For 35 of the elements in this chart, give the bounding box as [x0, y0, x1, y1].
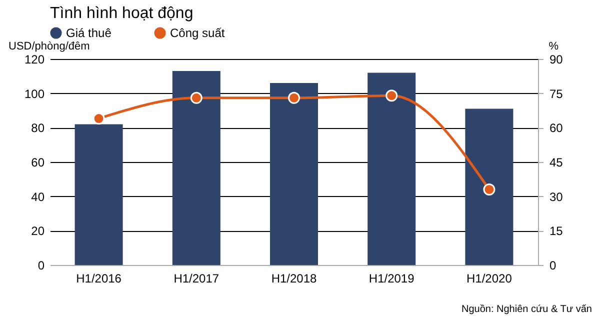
- bar: [465, 108, 514, 265]
- y2-axis-title: %: [548, 40, 559, 52]
- legend-label: Công suất: [170, 26, 226, 40]
- x-tick-label: H1/2020: [466, 272, 512, 286]
- x-tick-label: H1/2017: [174, 272, 220, 286]
- y2-tick-label: 45: [550, 156, 564, 170]
- y-tick-label: 20: [31, 224, 45, 238]
- chart-title: Tình hình hoạt động: [50, 5, 194, 22]
- bar: [74, 124, 123, 265]
- point: [288, 92, 300, 104]
- y2-tick-label: 0: [550, 258, 556, 272]
- y2-tick-label: 30: [550, 190, 564, 204]
- legend-label: Giá thuê: [66, 26, 112, 40]
- y2-tick-label: 75: [550, 86, 564, 101]
- y-tick-label: 80: [31, 121, 45, 136]
- point: [92, 112, 105, 124]
- y-tick-label: 0: [38, 258, 45, 272]
- point: [190, 92, 202, 104]
- y-tick-label: 120: [24, 52, 45, 66]
- bar: [270, 83, 318, 265]
- y2-tick-label: 60: [550, 121, 564, 136]
- y-tick-label: 60: [31, 156, 45, 170]
- bar: [172, 71, 220, 265]
- y-tick-label: 100: [24, 86, 45, 101]
- bar: [368, 72, 416, 265]
- x-tick-label: H1/2018: [271, 272, 318, 286]
- y-axis-title: USD/phòng/đêm: [8, 40, 90, 52]
- y2-tick-label: 90: [550, 52, 564, 66]
- text: Nguồn: Nghiên cứu & Tư vấn: [460, 304, 592, 315]
- y-tick-label: 40: [31, 190, 45, 204]
- y2-tick-label: 15: [550, 224, 564, 238]
- x-tick-label: H1/2016: [76, 272, 122, 286]
- point: [386, 90, 398, 102]
- point: [483, 183, 496, 196]
- x-tick-label: H1/2019: [368, 272, 415, 286]
